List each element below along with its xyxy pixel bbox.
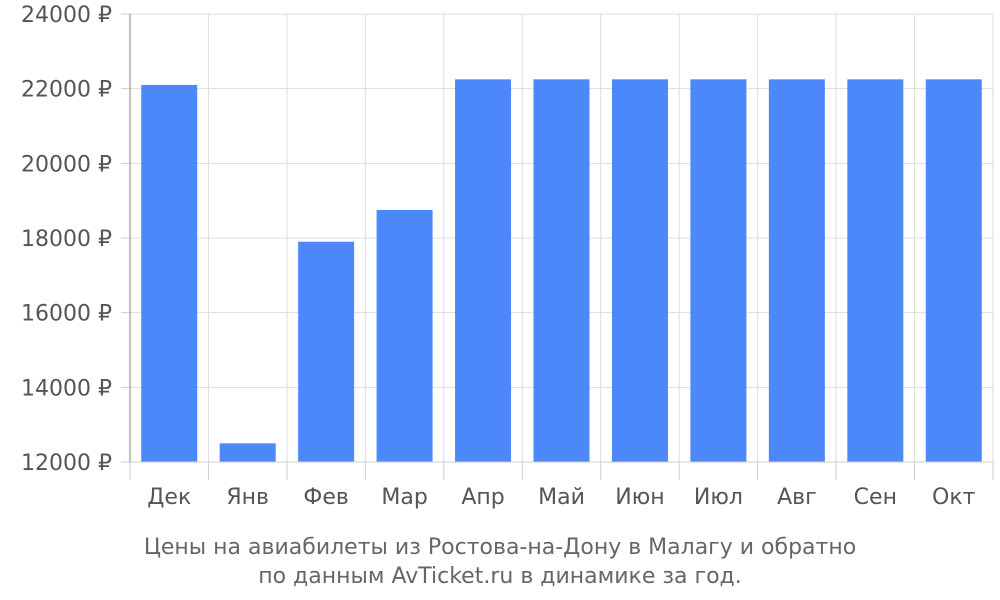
y-tick-label: 24000 ₽ (21, 3, 112, 28)
x-tick-label: Май (538, 485, 585, 510)
bar-2 (219, 443, 276, 462)
x-tick-label: Дек (147, 485, 191, 510)
y-tick-labels: 12000 ₽ 14000 ₽ 16000 ₽ 18000 ₽ 20000 ₽ 22000… (21, 3, 112, 476)
bar-9 (768, 79, 825, 462)
x-tick-label: Окт (932, 485, 976, 510)
x-tick-label: Сен (854, 485, 897, 510)
y-tick-label: 14000 ₽ (21, 376, 112, 401)
x-tick-label: Июн (615, 485, 664, 510)
bar-8 (690, 79, 747, 462)
y-tick-label: 16000 ₽ (21, 302, 112, 327)
x-tick-label: Авг (777, 485, 817, 510)
y-tick-label: 12000 ₽ (21, 451, 112, 476)
bar-3 (298, 241, 355, 462)
bar-1 (141, 84, 198, 462)
x-tick-label: Мар (381, 485, 427, 510)
bars (141, 79, 982, 462)
chart-caption-line-1: Цены на авиабилеты из Ростова-на-Дону в … (143, 535, 857, 560)
x-tick-labels: Дек Янв Фев Мар Апр Май Июн Июл Авг Сен Окт (147, 485, 975, 510)
x-tick-label: Фев (303, 485, 348, 510)
bar-11 (925, 79, 982, 462)
bar-4 (376, 210, 433, 462)
y-tick-label: 20000 ₽ (21, 152, 112, 177)
bar-7 (611, 79, 668, 462)
bar-6 (533, 79, 590, 462)
bar-10 (847, 79, 904, 462)
x-tick-label: Янв (226, 485, 269, 510)
x-tick-label: Июл (694, 485, 743, 510)
axes (121, 13, 994, 480)
bar-5 (455, 79, 512, 462)
y-tick-label: 22000 ₽ (21, 78, 112, 103)
chart-caption-line-2: по данным AvTicket.ru в динамике за год. (258, 564, 742, 589)
y-tick-label: 18000 ₽ (21, 227, 112, 252)
x-tick-label: Апр (461, 485, 504, 510)
